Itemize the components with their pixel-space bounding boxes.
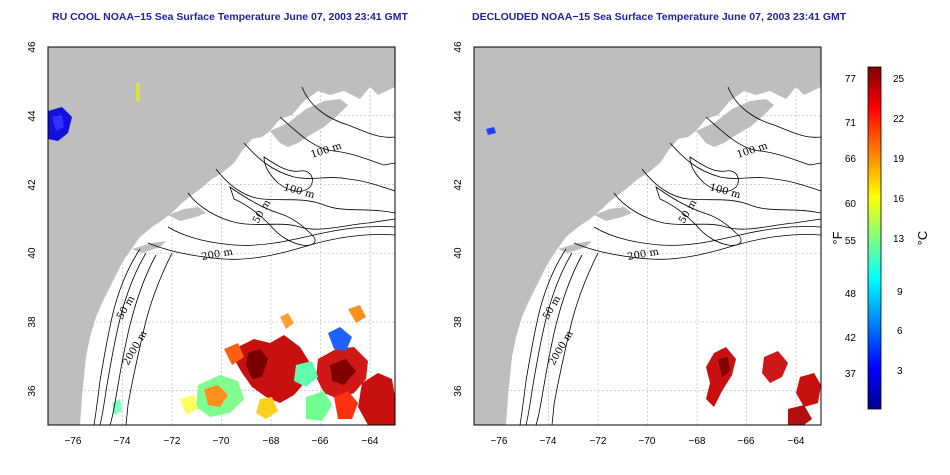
fahrenheit-unit-label: °F <box>830 231 845 244</box>
fahrenheit-tick: 48 <box>845 289 857 300</box>
colorbar-gradient <box>867 66 882 410</box>
fahrenheit-tick: 42 <box>845 333 857 344</box>
colorbar-celsius-ticks: 25 22 19 16 13 9 6 3 <box>893 74 905 377</box>
fahrenheit-tick: 66 <box>845 154 857 165</box>
left-lat-tick: 38 <box>27 316 38 328</box>
right-lon-tick: −70 <box>639 436 656 447</box>
left-map-panel <box>47 46 396 426</box>
celsius-tick: 25 <box>893 74 905 85</box>
celsius-tick: 19 <box>893 154 905 165</box>
left-lon-tick: −70 <box>213 436 230 447</box>
fahrenheit-tick: 60 <box>845 199 857 210</box>
left-lon-tick: −68 <box>263 436 280 447</box>
left-lon-tick: −72 <box>164 436 181 447</box>
right-lon-tick: −72 <box>590 436 607 447</box>
left-lon-tick: −74 <box>114 436 131 447</box>
right-lat-tick: 46 <box>453 41 464 53</box>
right-lat-tick: 42 <box>453 179 464 191</box>
fahrenheit-tick: 77 <box>845 74 857 85</box>
left-lon-tick: −66 <box>312 436 329 447</box>
left-lat-tick: 36 <box>27 385 38 397</box>
right-lat-tick-labels: 46 44 42 40 38 36 <box>453 41 464 397</box>
right-map-panel <box>473 46 822 426</box>
fahrenheit-tick: 71 <box>845 118 857 129</box>
right-sst-patches <box>486 127 821 425</box>
celsius-unit-label: °C <box>915 231 930 246</box>
right-map-title: DECLOUDED NOAA−15 Sea Surface Temperatur… <box>472 11 847 23</box>
left-lon-tick: −64 <box>362 436 379 447</box>
right-lon-tick: −74 <box>540 436 557 447</box>
right-lon-tick: −64 <box>788 436 805 447</box>
celsius-tick: 6 <box>897 326 903 337</box>
colorbar-fahrenheit-ticks: 77 71 66 60 55 48 42 37 <box>845 74 857 380</box>
right-lon-tick: −66 <box>738 436 755 447</box>
left-lat-tick: 42 <box>27 179 38 191</box>
right-lon-tick-labels: −76 −74 −72 −70 −68 −66 −64 <box>491 436 805 447</box>
left-lat-tick: 44 <box>27 110 38 122</box>
right-lat-tick: 38 <box>453 316 464 328</box>
left-lat-tick: 46 <box>27 41 38 53</box>
fahrenheit-tick: 55 <box>845 236 857 247</box>
celsius-tick: 3 <box>897 366 903 377</box>
right-lat-tick: 36 <box>453 385 464 397</box>
right-lat-tick: 40 <box>453 247 464 259</box>
left-map-title: RU COOL NOAA−15 Sea Surface Temperature … <box>52 11 408 23</box>
right-lon-tick: −76 <box>491 436 508 447</box>
left-lon-tick-labels: −76 −74 −72 −70 −68 −66 −64 <box>65 436 379 447</box>
right-lat-tick: 44 <box>453 110 464 122</box>
celsius-tick: 22 <box>893 114 905 125</box>
left-lat-tick: 40 <box>27 247 38 259</box>
left-lon-tick: −76 <box>65 436 82 447</box>
celsius-tick: 13 <box>893 234 905 245</box>
left-lat-tick-labels: 46 44 42 40 38 36 <box>27 41 38 397</box>
right-lon-tick: −68 <box>689 436 706 447</box>
fahrenheit-tick: 37 <box>845 369 857 380</box>
left-sst-patches <box>48 83 395 425</box>
colorbar: 77 71 66 60 55 48 42 37 25 22 19 16 13 9… <box>830 66 930 410</box>
celsius-tick: 9 <box>897 287 903 298</box>
celsius-tick: 16 <box>893 194 905 205</box>
